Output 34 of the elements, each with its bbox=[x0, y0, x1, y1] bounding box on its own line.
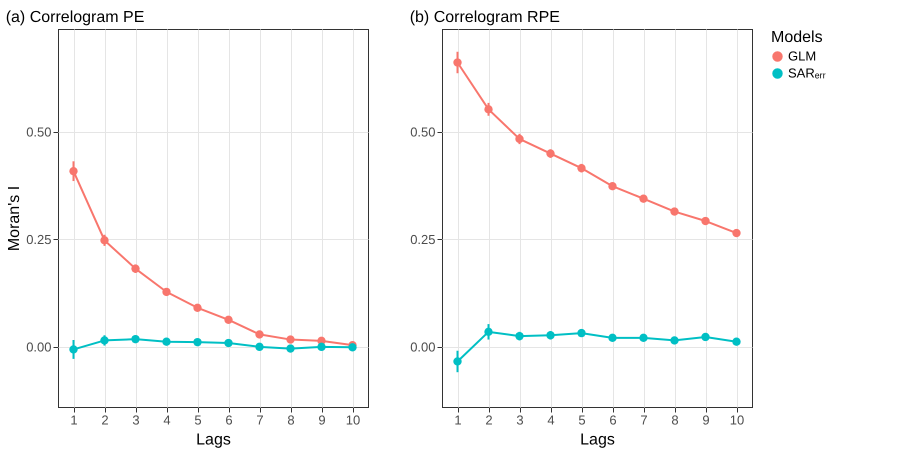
x-tick-label: 7 bbox=[640, 412, 648, 428]
x-tick-label: 1 bbox=[70, 412, 78, 428]
chart-title: (a) Correlogram PE bbox=[6, 9, 144, 26]
y-tick-label: 0.50 bbox=[410, 124, 436, 140]
x-tick-label: 8 bbox=[287, 412, 295, 428]
y-tick-label: 0.00 bbox=[26, 339, 52, 354]
y-tick-label: 0.25 bbox=[26, 232, 52, 247]
x-tick-label: 4 bbox=[163, 412, 171, 428]
x-tick-label: 9 bbox=[702, 412, 710, 428]
y-tick-label: 0.50 bbox=[26, 124, 52, 140]
x-tick-label: 9 bbox=[318, 412, 326, 428]
chart-title: (b) Correlogram RPE bbox=[410, 9, 560, 26]
y-tick-label: 0.00 bbox=[410, 339, 436, 354]
y-tick-label: 0.25 bbox=[410, 232, 436, 247]
x-tick-label: 8 bbox=[671, 412, 679, 428]
x-tick-label: 2 bbox=[101, 412, 109, 428]
x-tick-label: 10 bbox=[346, 412, 360, 428]
legend-title: Models bbox=[771, 29, 823, 46]
x-tick-label: 6 bbox=[609, 412, 617, 428]
x-tick-label: 3 bbox=[132, 412, 140, 428]
y-axis-title: Moran's I bbox=[6, 186, 24, 252]
x-tick-label: 5 bbox=[578, 412, 586, 428]
legend-label: SARₑᵣᵣ bbox=[788, 66, 826, 80]
legend-label: GLM bbox=[788, 48, 816, 64]
x-tick-label: 3 bbox=[516, 412, 524, 428]
x-tick-label: 7 bbox=[256, 412, 264, 428]
x-tick-label: 6 bbox=[225, 412, 233, 428]
x-tick-label: 1 bbox=[454, 412, 462, 428]
x-tick-label: 10 bbox=[730, 412, 744, 428]
x-axis-title: Lags bbox=[580, 432, 615, 448]
x-tick-label: 2 bbox=[485, 412, 493, 428]
x-tick-label: 5 bbox=[194, 412, 202, 428]
x-tick-label: 4 bbox=[547, 412, 555, 428]
x-axis-title: Lags bbox=[196, 432, 231, 448]
